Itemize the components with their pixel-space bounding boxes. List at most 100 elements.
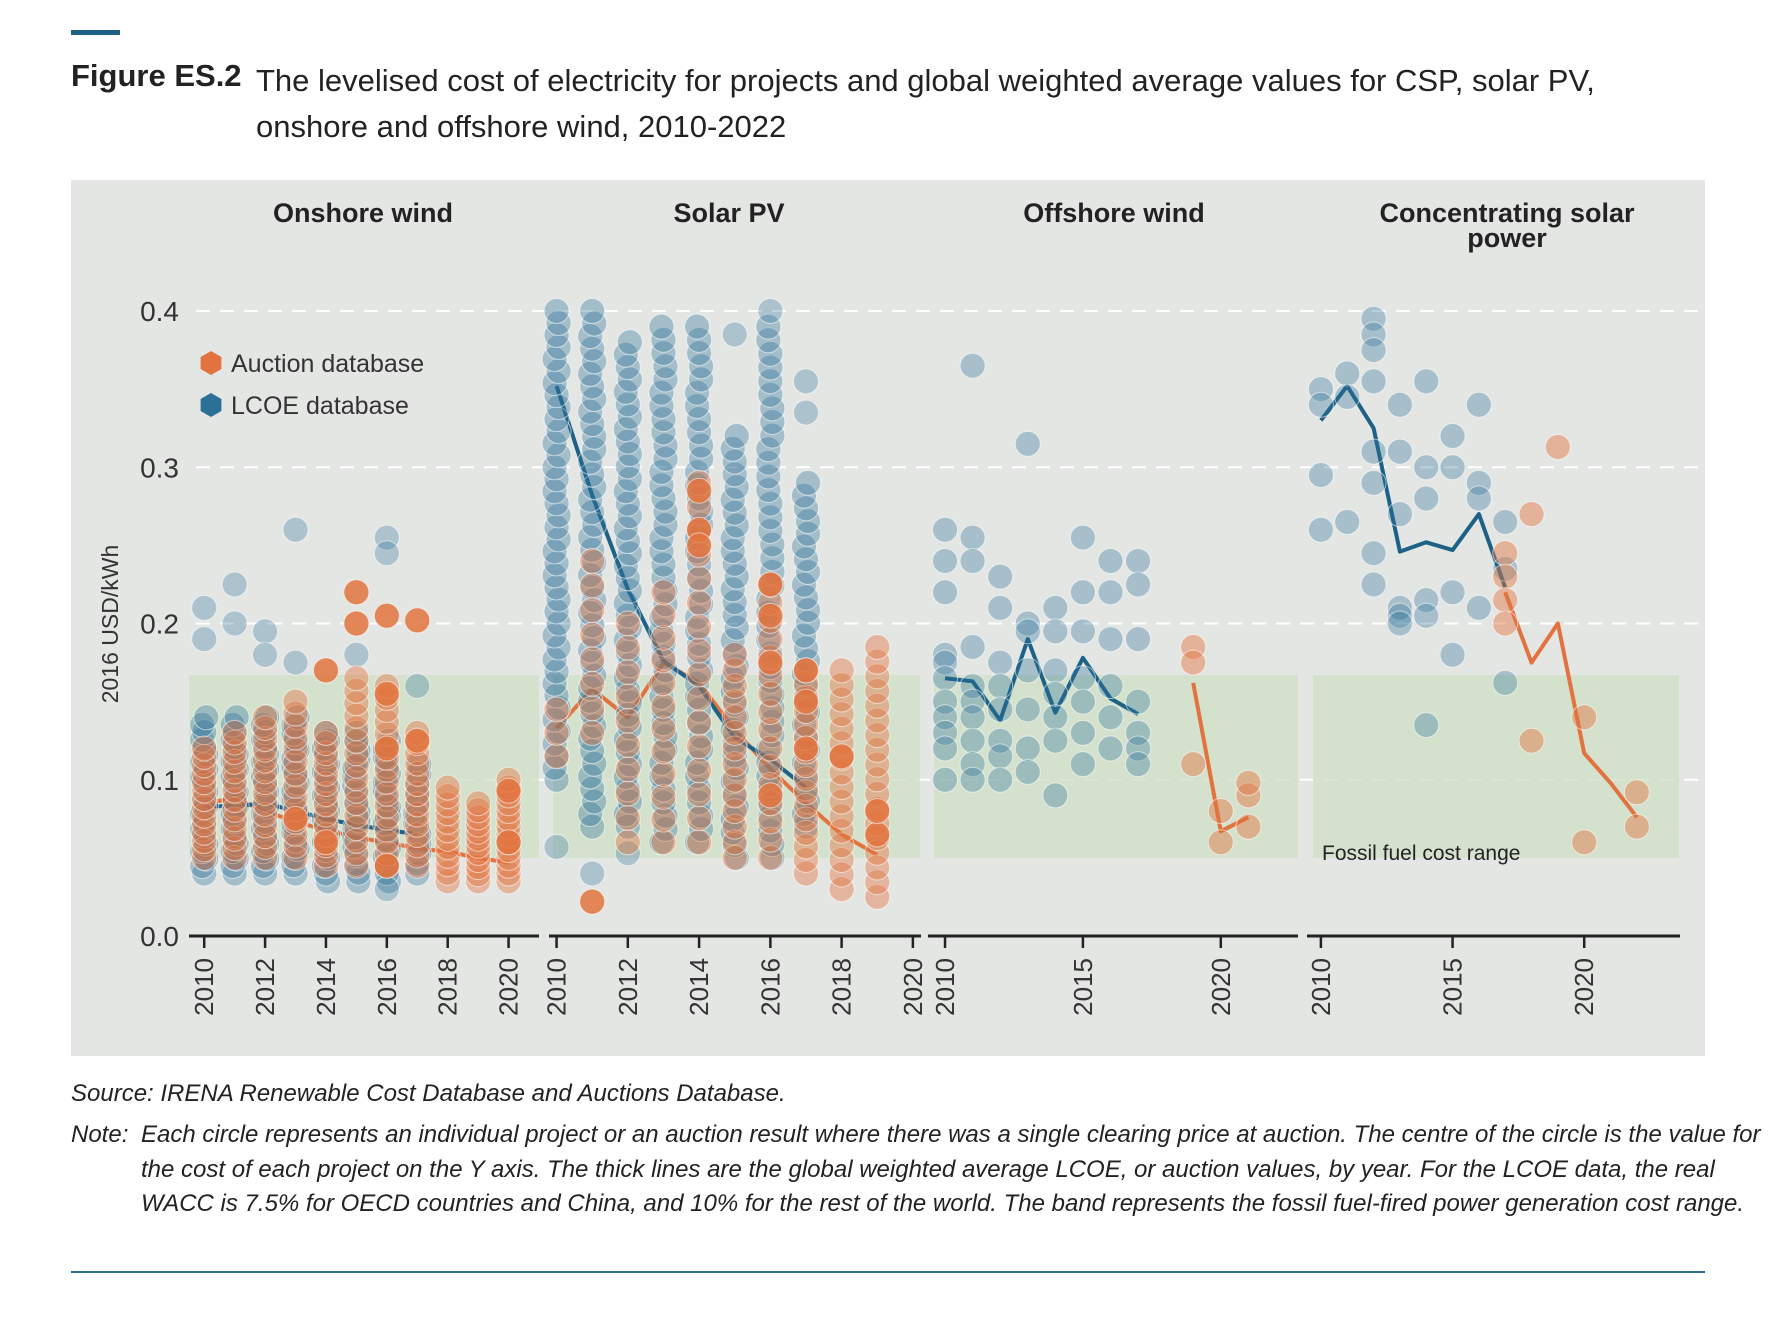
auction-point xyxy=(721,829,748,856)
auction-point xyxy=(614,780,641,807)
lcoe-point xyxy=(932,719,959,746)
lcoe-point xyxy=(191,594,218,621)
auction-point xyxy=(1180,633,1207,660)
auction-point xyxy=(312,791,339,818)
x-tick-label: 2016 xyxy=(372,958,402,1016)
auction-point xyxy=(650,601,677,628)
panel-title-line: Concentrating solar xyxy=(1379,198,1635,228)
auction-point xyxy=(792,846,819,873)
auction-point xyxy=(721,673,748,699)
lcoe-point xyxy=(755,463,782,490)
auction-point xyxy=(312,740,339,767)
lcoe-point xyxy=(932,579,959,606)
auction-point xyxy=(614,683,641,710)
lcoe-point xyxy=(193,704,220,731)
lcoe-point xyxy=(684,313,711,340)
lcoe-point xyxy=(932,548,959,574)
lcoe-point xyxy=(1042,618,1069,645)
lcoe-point xyxy=(652,723,679,750)
lcoe-point xyxy=(757,381,784,408)
lcoe-point xyxy=(757,340,784,367)
auction-point xyxy=(221,767,248,794)
auction-point xyxy=(614,756,641,783)
lcoe-point xyxy=(757,504,784,531)
x-tick-label: 2012 xyxy=(613,958,643,1016)
auction-point xyxy=(495,777,522,804)
auction-point xyxy=(543,719,570,746)
auction-point xyxy=(495,829,522,856)
lcoe-point xyxy=(1097,735,1124,762)
lcoe-point xyxy=(723,423,750,449)
auction-point xyxy=(1492,610,1519,637)
auction-point xyxy=(792,833,819,860)
auction-point xyxy=(721,735,748,762)
lcoe-point xyxy=(579,860,606,887)
auction-point xyxy=(828,671,855,698)
auction-point xyxy=(828,846,855,873)
auction-point xyxy=(1518,727,1545,754)
auction-point xyxy=(686,709,713,736)
bottom-rule xyxy=(71,1271,1705,1273)
lcoe-point xyxy=(1465,485,1492,512)
auction-point xyxy=(864,736,891,763)
lcoe-point xyxy=(932,649,959,676)
auction-point xyxy=(343,579,370,606)
auction-point xyxy=(1571,829,1598,856)
auction-point xyxy=(465,818,492,845)
auction-point xyxy=(543,696,570,723)
lcoe-point xyxy=(1097,704,1124,731)
auction-point xyxy=(828,788,855,815)
auction-point xyxy=(1207,798,1234,824)
auction-point xyxy=(864,883,891,910)
auction-point xyxy=(792,806,819,833)
lcoe-point xyxy=(650,551,677,578)
x-tick-label: 2010 xyxy=(542,958,572,1016)
lcoe-point xyxy=(1439,423,1466,449)
y-tick-label: 0.4 xyxy=(140,296,179,327)
lcoe-point xyxy=(1042,680,1069,707)
lcoe-point xyxy=(1360,337,1387,364)
lcoe-point xyxy=(987,649,1014,676)
fossil-band xyxy=(1313,675,1679,858)
panel-title-line: Solar PV xyxy=(673,198,784,228)
lcoe-point xyxy=(932,641,959,668)
auction-point xyxy=(343,610,370,637)
auction-average-line xyxy=(1503,591,1639,819)
lcoe-point xyxy=(614,840,641,867)
lcoe-point xyxy=(932,516,959,543)
lcoe-point xyxy=(959,727,986,754)
lcoe-point xyxy=(1465,594,1492,621)
lcoe-point xyxy=(1386,602,1413,629)
lcoe-point xyxy=(1069,579,1096,606)
x-tick-label: 2018 xyxy=(827,958,857,1016)
lcoe-point xyxy=(404,673,431,699)
auction-point xyxy=(757,680,784,707)
auction-point xyxy=(1623,813,1650,840)
lcoe-point xyxy=(987,594,1014,621)
lcoe-point xyxy=(1042,704,1069,731)
auction-point xyxy=(864,821,891,848)
auction-point xyxy=(221,787,248,814)
lcoe-point xyxy=(688,432,715,459)
lcoe-point xyxy=(650,340,677,367)
lcoe-point xyxy=(755,327,782,354)
auction-point xyxy=(252,769,279,796)
auction-point xyxy=(757,826,784,853)
lcoe-point xyxy=(1439,641,1466,668)
auction-point xyxy=(757,735,784,762)
x-tick-label: 2010 xyxy=(189,958,219,1016)
lcoe-point xyxy=(688,591,715,618)
auction-point xyxy=(465,847,492,874)
lcoe-point xyxy=(684,617,711,644)
auction-point xyxy=(650,579,677,606)
auction-point xyxy=(757,808,784,835)
lcoe-point xyxy=(652,366,679,393)
lcoe-point xyxy=(759,531,786,558)
lcoe-point xyxy=(1492,669,1519,696)
lcoe-point xyxy=(341,763,368,790)
auction-point xyxy=(614,707,641,734)
auction-point xyxy=(721,766,748,793)
auction-point xyxy=(757,717,784,744)
lcoe-point xyxy=(1125,548,1152,574)
auction-point xyxy=(864,633,891,660)
